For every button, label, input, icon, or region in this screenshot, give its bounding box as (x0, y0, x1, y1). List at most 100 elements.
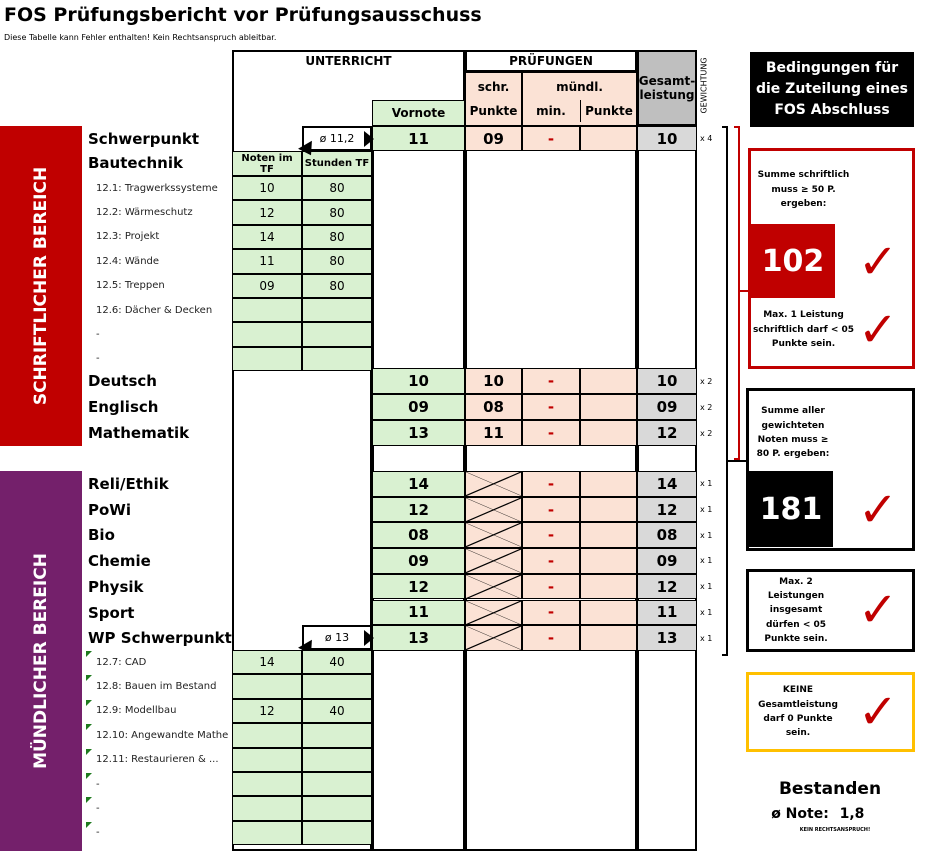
green-indicator-icon (86, 773, 92, 779)
wp-field-hours (302, 796, 372, 821)
oral-subject-gesamt: 12 (637, 573, 697, 600)
schwerpunkt-field-note: 09 (232, 273, 302, 298)
written-subject-gesamt: 12 (637, 420, 697, 446)
written-subject-name: Deutsch (88, 372, 157, 390)
oral-subject-schr-crossed (465, 625, 522, 651)
schwerpunkt-vornote: 11 (372, 126, 465, 151)
bautechnik-label: Bautechnik (88, 154, 183, 172)
schwerpunkt-field-note: 14 (232, 224, 302, 250)
oral-subject-muendl-punkte (580, 573, 637, 600)
schwerpunkt-field-note: 11 (232, 249, 302, 274)
oral-subject-weight: x 1 (700, 479, 713, 489)
wp-field-name: 12.11: Restaurieren & ... (96, 754, 219, 766)
schwerpunkt-field-name: - (96, 328, 100, 340)
cross-icon (466, 472, 521, 496)
unterricht-header-box (232, 50, 465, 126)
unterricht-header: UNTERRICHT (305, 54, 392, 68)
condition-1-text: Summe schriftlich muss ≥ 50 P. ergeben: (757, 170, 850, 210)
wp-field-name: 12.9: Modellbau (96, 705, 177, 717)
wp-field-hours (302, 674, 372, 699)
schwerpunkt-muendl-min: - (522, 126, 580, 151)
condition-written-box (748, 148, 915, 369)
page-title: FOS Prüfungsbericht vor Prüfungsausschus… (4, 4, 482, 26)
schwerpunkt-field-name: 12.2: Wärmeschutz (96, 206, 193, 218)
oral-subject-muendl-min: - (522, 471, 580, 497)
oral-subject-muendl-min: - (522, 548, 580, 574)
schr-header: schr. (477, 80, 510, 94)
wp-field-name: 12.7: CAD (96, 656, 147, 668)
oral-subject-vornote: 13 (372, 625, 465, 651)
oral-subject-weight: x 1 (700, 530, 713, 540)
condition-4-check-icon: ✓ (857, 582, 899, 638)
green-indicator-icon (86, 675, 92, 682)
condition-5-text: KEINE Gesamtleistung darf 0 Punkte sein. (758, 685, 838, 739)
wp-field-name: - (96, 778, 100, 790)
muendl-header: mündl. (556, 80, 603, 94)
written-subject-gesamt: 09 (637, 394, 697, 420)
wp-field-note: 12 (232, 698, 302, 724)
noten-tf-header: Noten im TF (232, 151, 302, 176)
schwerpunkt-field-note: 12 (232, 200, 302, 225)
table-column-frame (232, 126, 372, 851)
oral-subject-gesamt: 11 (637, 599, 697, 626)
oral-subject-muendl-punkte (580, 496, 637, 523)
oral-subject-schr-crossed (465, 600, 522, 626)
oral-subject-schr-crossed (465, 522, 522, 548)
wp-field-hours (302, 820, 372, 846)
oral-subject-weight: x 1 (700, 505, 713, 515)
wp-field-hours (302, 723, 372, 748)
written-subject-schr-punkte: 08 (465, 394, 522, 420)
schwerpunkt-label: Schwerpunkt (88, 130, 200, 148)
cross-icon (466, 601, 521, 625)
schwerpunkt-field-hours (302, 322, 372, 347)
written-subject-weight: x 2 (700, 376, 713, 386)
cross-icon (466, 549, 521, 573)
written-subject-schr-punkte: 11 (465, 420, 522, 446)
schwerpunkt-field-hours: 80 (302, 224, 372, 250)
oral-subject-vornote: 12 (372, 573, 465, 600)
oral-subject-muendl-min: - (522, 496, 580, 523)
oral-subject-vornote: 09 (372, 548, 465, 574)
oral-subject-muendl-punkte (580, 548, 637, 574)
condition-4-text: Max. 2 Leistungen insgesamt dürfen < 05 … (764, 576, 828, 645)
written-subject-muendl-punkte (580, 368, 637, 394)
weight-bracket-black (722, 126, 728, 656)
wp-field-name: - (96, 802, 100, 814)
muendl-punkte-header: Punkte (580, 100, 637, 122)
schwerpunkt-schr-punkte: 09 (465, 126, 522, 151)
schwerpunkt-field-hours: 80 (302, 176, 372, 201)
schr-punkte-header: Punkte (469, 104, 518, 118)
written-subject-name: Englisch (88, 398, 159, 416)
condition-zero-box (746, 672, 915, 752)
schwerpunkt-muendl-punkte (580, 126, 637, 151)
oral-subject-weight: x 1 (700, 633, 713, 643)
condition-2-text: Max. 1 Leistung schriftlich darf < 05 Pu… (752, 310, 855, 350)
oral-subject-name: Physik (88, 577, 144, 596)
oral-subject-muendl-punkte (580, 599, 637, 626)
wp-field-name: 12.10: Angewandte Mathe (96, 729, 229, 741)
oral-subject-name: Reli/Ethik (88, 475, 169, 493)
condition-total-box (746, 388, 915, 551)
written-subject-gesamt: 10 (637, 368, 697, 394)
weight-bracket-red (734, 126, 740, 460)
condition-2-check-icon: ✓ (857, 302, 899, 358)
written-subject-muendl-min: - (522, 368, 580, 394)
oral-subject-schr-crossed (465, 574, 522, 600)
muendl-header-bg (522, 72, 637, 126)
cross-icon (466, 523, 521, 547)
schwerpunkt-field-name: 12.3: Projekt (96, 231, 160, 243)
green-indicator-icon (86, 651, 92, 657)
written-subject-name: Mathematik (88, 424, 190, 442)
schwerpunkt-field-hours (302, 346, 372, 372)
schwerpunkt-field-name: 12.6: Dächer & Decken (96, 304, 213, 316)
wp-field-name: - (96, 827, 100, 839)
written-subject-muendl-min: - (522, 394, 580, 420)
schwerpunkt-field-hours: 80 (302, 273, 372, 298)
green-indicator-icon (86, 724, 92, 731)
wp-field-note (232, 820, 302, 846)
cross-icon (466, 498, 521, 522)
cross-icon (466, 626, 521, 650)
wp-field-hours: 40 (302, 650, 372, 675)
schwerpunkt-weight: x 4 (700, 134, 713, 143)
